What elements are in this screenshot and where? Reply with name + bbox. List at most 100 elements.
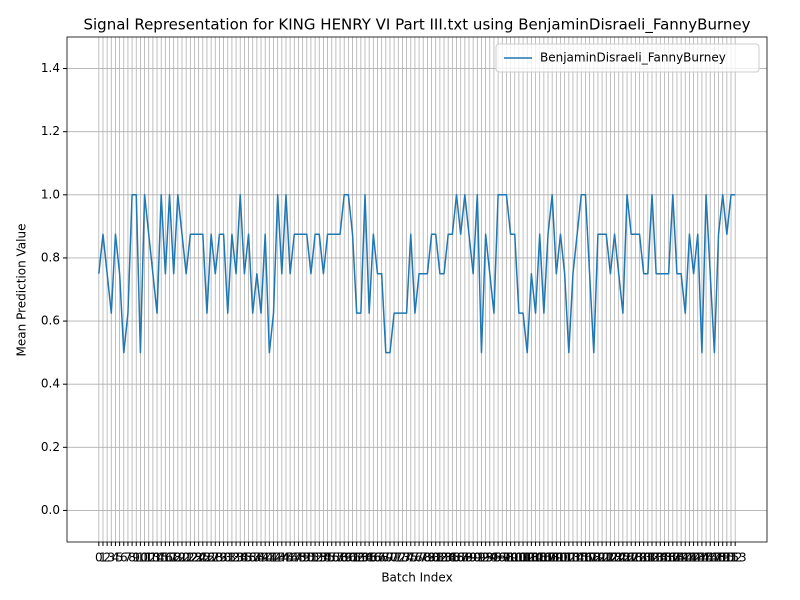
x-tick-label: 139 [665, 551, 688, 565]
x-tick-label: 45 [278, 551, 293, 565]
x-tick-label: 92 [474, 551, 489, 565]
x-tick-label: 103 [516, 551, 539, 565]
y-tick-label: 1.2 [41, 124, 60, 138]
x-tick-label: 83 [436, 551, 451, 565]
x-tick-label: 74 [399, 551, 414, 565]
x-tick-label: 6 [120, 551, 128, 565]
x-axis-label: Batch Index [381, 571, 452, 585]
x-tick-label: 107 [532, 551, 555, 565]
x-tick-label: 124 [603, 551, 626, 565]
x-tick-label: 58 [332, 551, 347, 565]
x-tick-label: 47 [287, 551, 302, 565]
x-tick-label: 112 [553, 551, 576, 565]
x-tick-label: 60 [341, 551, 356, 565]
x-tick-label: 59 [337, 551, 352, 565]
x-tick-label: 57 [328, 551, 343, 565]
x-tick-label: 81 [428, 551, 443, 565]
x-tick-label: 101 [507, 551, 530, 565]
x-tick-label: 85 [445, 551, 460, 565]
x-tick-label: 152 [720, 551, 743, 565]
x-tick-label: 10 [133, 551, 148, 565]
x-tick-label: 146 [695, 551, 718, 565]
x-tick-label: 78 [416, 551, 431, 565]
x-tick-label: 64 [357, 551, 372, 565]
x-tick-label: 140 [670, 551, 693, 565]
y-tick-label: 0.4 [41, 377, 60, 391]
x-tick-label: 150 [711, 551, 734, 565]
x-tick-label: 48 [291, 551, 306, 565]
x-tick-label: 23 [187, 551, 202, 565]
x-tick-label: 62 [349, 551, 364, 565]
x-tick-label: 17 [162, 551, 177, 565]
x-tick-label: 34 [233, 551, 248, 565]
x-tick-label: 27 [203, 551, 218, 565]
x-tick-label: 37 [245, 551, 260, 565]
x-tick-label: 1 [99, 551, 107, 565]
x-tick-label: 100 [503, 551, 526, 565]
x-tick-label: 130 [628, 551, 651, 565]
x-tick-label: 7 [124, 551, 132, 565]
x-tick-label: 8 [128, 551, 136, 565]
x-tick-label: 147 [699, 551, 722, 565]
legend-label: BenjaminDisraeli_FannyBurney [540, 51, 726, 65]
x-tick-label: 0 [95, 551, 103, 565]
x-tick-label: 145 [690, 551, 713, 565]
y-tick-label: 1.0 [41, 187, 60, 201]
x-tick-label: 102 [512, 551, 535, 565]
x-tick-label: 66 [366, 551, 381, 565]
x-tick-label: 13 [145, 551, 160, 565]
x-tick-label: 28 [208, 551, 223, 565]
x-tick-label: 137 [657, 551, 680, 565]
x-tick-label: 71 [386, 551, 401, 565]
x-tick-label: 19 [170, 551, 185, 565]
x-tick-label: 96 [490, 551, 505, 565]
x-tick-label: 148 [703, 551, 726, 565]
x-tick-label: 22 [183, 551, 198, 565]
x-tick-label: 135 [649, 551, 672, 565]
x-tick-label: 113 [557, 551, 580, 565]
x-tick-label: 104 [520, 551, 543, 565]
x-tick-label: 138 [661, 551, 684, 565]
x-tick-label: 87 [453, 551, 468, 565]
x-tick-label: 52 [307, 551, 322, 565]
x-tick-label: 118 [578, 551, 601, 565]
x-tick-label: 69 [378, 551, 393, 565]
y-tick-label: 0.6 [41, 314, 60, 328]
x-tick-label: 114 [562, 551, 585, 565]
x-tick-label: 25 [195, 551, 210, 565]
x-tick-label: 132 [636, 551, 659, 565]
x-tick-label: 3 [107, 551, 115, 565]
x-tick-label: 110 [545, 551, 568, 565]
x-tick-label: 143 [682, 551, 705, 565]
x-tick-label: 14 [149, 551, 164, 565]
y-tick-label: 0.8 [41, 250, 60, 264]
x-tick-label: 5 [116, 551, 124, 565]
x-tick-label: 40 [258, 551, 273, 565]
x-tick-label: 121 [591, 551, 614, 565]
x-tick-label: 30 [216, 551, 231, 565]
x-tick-label: 95 [486, 551, 501, 565]
plot-frame [66, 36, 768, 543]
x-tick-label: 67 [370, 551, 385, 565]
x-tick-label: 18 [166, 551, 181, 565]
y-axis-label: Mean Prediction Value [15, 224, 29, 357]
x-tick-label: 98 [499, 551, 514, 565]
y-tick-label: 0.2 [41, 440, 60, 454]
x-tick-label: 15 [154, 551, 169, 565]
x-tick-label: 65 [362, 551, 377, 565]
x-tick-label: 142 [678, 551, 701, 565]
x-tick-label: 29 [212, 551, 227, 565]
x-tick-label: 86 [449, 551, 464, 565]
series-line [98, 194, 736, 354]
x-tick-label: 127 [616, 551, 639, 565]
x-tick-label: 133 [641, 551, 664, 565]
x-tick-label: 129 [624, 551, 647, 565]
x-tick-label: 9 [132, 551, 140, 565]
x-tick-label: 134 [645, 551, 668, 565]
x-tick-label: 115 [566, 551, 589, 565]
x-tick-label: 141 [674, 551, 697, 565]
x-tick-label: 79 [420, 551, 435, 565]
x-tick-label: 151 [715, 551, 738, 565]
x-tick-label: 54 [316, 551, 331, 565]
